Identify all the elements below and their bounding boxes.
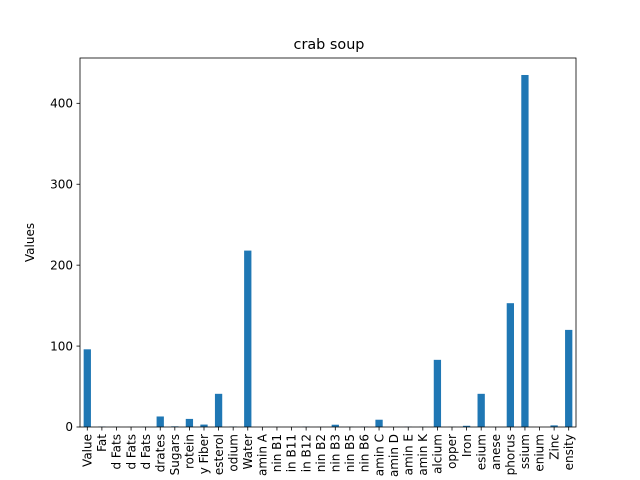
x-tick-label: y Fiber <box>197 434 211 474</box>
y-tick-label: 100 <box>50 339 73 353</box>
y-tick-label: 0 <box>65 420 73 434</box>
x-tick-label: in B11 <box>285 434 299 472</box>
y-tick-label: 400 <box>50 97 73 111</box>
x-tick-label: Sugars <box>168 434 182 475</box>
bars-group <box>83 74 573 428</box>
x-tick-label: rotein <box>183 434 197 469</box>
bar-5 <box>156 416 164 427</box>
bar-32 <box>550 425 558 427</box>
x-tick-label: amin K <box>416 433 430 476</box>
x-tick-label: ensity <box>562 434 576 470</box>
bar-17 <box>331 424 339 427</box>
x-tick-label: amin A <box>256 433 270 476</box>
plot-frame <box>79 57 577 428</box>
x-tick-label: in B12 <box>299 434 313 472</box>
bar-27 <box>477 393 485 427</box>
x-tick-label: amin E <box>401 434 415 475</box>
x-tick-label: drates <box>153 434 167 472</box>
x-tick-label: ssium <box>518 434 532 469</box>
y-axis: 0 100 200 300 400 <box>50 97 80 434</box>
x-tick-label: esterol <box>212 434 226 475</box>
x-tick-label: Fat <box>95 434 109 452</box>
x-tick-label: d Fats <box>139 434 153 470</box>
x-tick-label: nin B5 <box>343 434 357 472</box>
x-tick-label: d Fats <box>110 434 124 470</box>
bar-11 <box>244 250 252 427</box>
x-tick-label: nin B1 <box>270 434 284 472</box>
x-tick-label: amin D <box>387 434 401 477</box>
x-tick-label: nin B2 <box>314 434 328 472</box>
x-tick-label: odium <box>226 434 240 472</box>
x-axis: Value Fat d Fats d Fats d Fats drates Sugars ro… <box>80 427 576 477</box>
bar-24 <box>433 359 442 427</box>
bar-20 <box>375 419 383 427</box>
x-tick-label: alcium <box>431 434 445 474</box>
y-axis-label: Values <box>23 223 37 262</box>
x-tick-label: opper <box>445 434 459 469</box>
chart-title: crab soup <box>294 37 365 53</box>
bar-7 <box>185 418 194 427</box>
bar-8 <box>200 424 208 427</box>
bar-30 <box>521 74 529 428</box>
x-tick-label: enium <box>533 434 547 472</box>
x-tick-label: phorus <box>504 434 518 475</box>
bar-26 <box>462 425 471 427</box>
x-tick-label: amin C <box>372 434 386 476</box>
x-tick-label: Value <box>80 434 94 467</box>
bar-0 <box>83 349 91 427</box>
x-tick-label: Water <box>241 434 255 470</box>
y-tick-label: 200 <box>50 258 73 272</box>
y-tick-label: 300 <box>50 177 73 191</box>
x-tick-label: Zinc <box>547 434 561 460</box>
bar-29 <box>506 303 514 427</box>
x-tick-label: nin B3 <box>328 434 342 472</box>
x-tick-label: esium <box>474 434 488 470</box>
x-tick-label: d Fats <box>124 434 138 470</box>
bar-9 <box>214 393 223 427</box>
x-tick-label: anese <box>489 434 503 470</box>
x-tick-label: nin B6 <box>358 434 372 472</box>
bar-33 <box>565 329 573 427</box>
x-tick-label: Iron <box>460 434 474 457</box>
